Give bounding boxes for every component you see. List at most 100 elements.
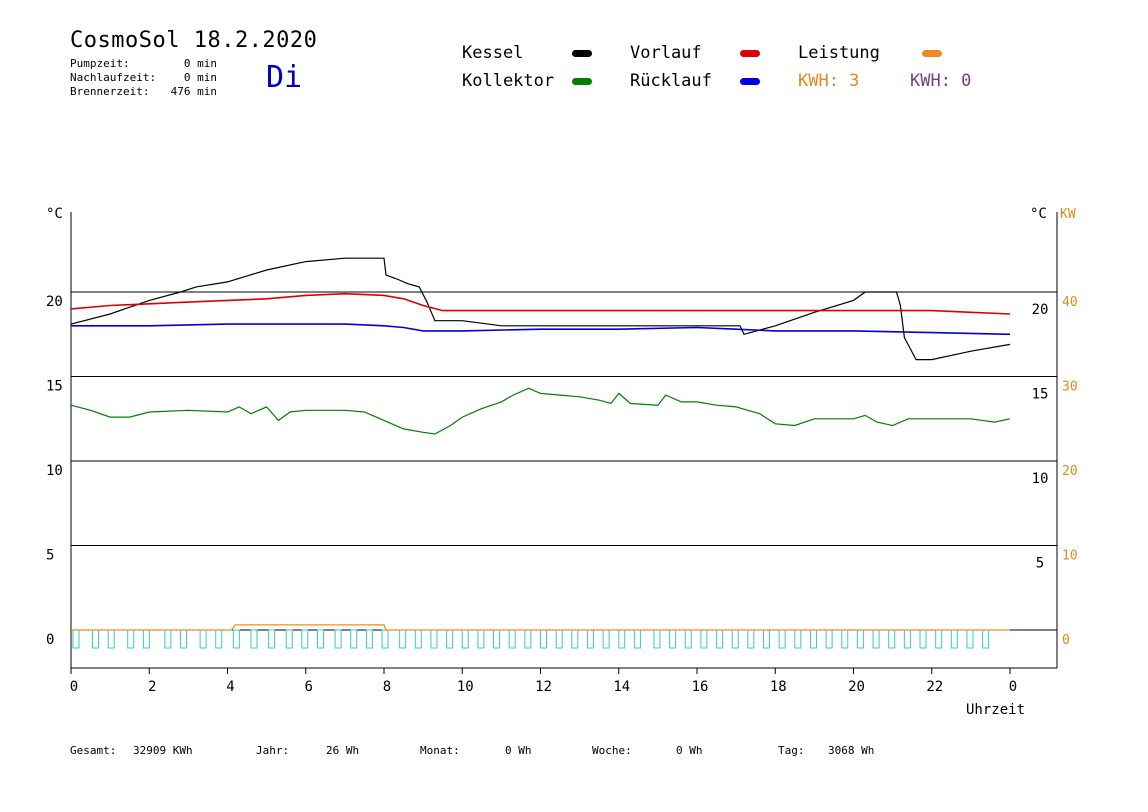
y-tick-left-20: 20 bbox=[46, 294, 63, 310]
pump-pulse-6 bbox=[180, 629, 188, 649]
pump-pulse-40 bbox=[731, 629, 739, 649]
pump-pulse-8 bbox=[215, 629, 223, 649]
footer-tag-value: 3068 Wh bbox=[828, 744, 875, 757]
pump-pulse-10 bbox=[250, 629, 258, 649]
legend-ruecklauf-label: Rücklauf bbox=[630, 71, 712, 91]
stat-nachlaufzeit-value: 0 min bbox=[183, 71, 217, 84]
x-tick-label-0: 0 bbox=[70, 679, 78, 695]
pump-pulse-38 bbox=[700, 629, 708, 649]
pump-pulse-36 bbox=[669, 629, 677, 649]
y-tick-left-5: 5 bbox=[46, 548, 54, 564]
footer-monat-label: Monat: bbox=[420, 744, 460, 757]
footer-jahr-label: Jahr: bbox=[256, 744, 290, 757]
y-tick-right-kw-10: 10 bbox=[1062, 549, 1078, 564]
stat-nachlaufzeit-label: Nachlaufzeit: bbox=[70, 71, 157, 84]
pump-pulse-18 bbox=[381, 629, 389, 649]
kwh-total-1: KWH: 3 bbox=[798, 71, 860, 91]
pump-pulse-25 bbox=[493, 629, 501, 649]
y-tick-left-10: 10 bbox=[46, 463, 63, 479]
kessel-line bbox=[70, 257, 1011, 361]
y-tick-right-kw-0: 0 bbox=[1062, 633, 1070, 648]
vorlauf-line bbox=[70, 292, 1011, 315]
pump-pulse-51 bbox=[903, 629, 911, 649]
pump-pulse-39 bbox=[716, 629, 724, 649]
pump-pulse-48 bbox=[856, 629, 864, 649]
pump-pulse-11 bbox=[268, 629, 276, 649]
y-tick-right-kw-20: 20 bbox=[1062, 464, 1078, 479]
pump-pulse-12 bbox=[285, 629, 293, 649]
pump-pulse-41 bbox=[747, 629, 755, 649]
pump-pulse-17 bbox=[365, 629, 373, 649]
pump-pulse-19 bbox=[399, 629, 407, 649]
pump-pulse-24 bbox=[477, 629, 485, 649]
legend-ruecklauf-swatch bbox=[740, 78, 760, 85]
y-tick-right-kw-40: 40 bbox=[1062, 295, 1078, 310]
pump-pulse-29 bbox=[555, 629, 563, 649]
pump-pulse-31 bbox=[586, 629, 594, 649]
x-tick-label-3: 6 bbox=[305, 679, 313, 695]
pump-pulse-53 bbox=[935, 629, 943, 649]
stat-brennerzeit-value: 476 min bbox=[170, 85, 217, 98]
pump-pulse-54 bbox=[950, 629, 958, 649]
legend-vorlauf-swatch bbox=[740, 50, 760, 57]
y-tick-left-15: 15 bbox=[46, 379, 63, 395]
x-tick-label-5: 10 bbox=[457, 679, 474, 695]
pump-pulse-44 bbox=[794, 629, 802, 649]
pump-pulse-30 bbox=[571, 629, 579, 649]
footer-gesamt-label: Gesamt: bbox=[70, 744, 117, 757]
pump-pulse-52 bbox=[919, 629, 927, 649]
x-tick-label-10: 20 bbox=[848, 679, 865, 695]
footer-woche-label: Woche: bbox=[592, 744, 632, 757]
pump-pulse-3 bbox=[127, 629, 135, 649]
x-tick-label-6: 12 bbox=[535, 679, 552, 695]
pump-pulse-13 bbox=[301, 629, 309, 649]
pump-pulse-16 bbox=[350, 629, 358, 649]
pump-pulse-15 bbox=[334, 629, 342, 649]
pump-pulse-4 bbox=[142, 629, 150, 649]
pump-pulse-28 bbox=[540, 629, 547, 649]
pump-pulse-46 bbox=[825, 629, 833, 649]
footer-tag-label: Tag: bbox=[778, 744, 805, 757]
x-tick-label-12: 0 bbox=[1009, 679, 1017, 695]
legend-kollektor-label: Kollektor bbox=[462, 71, 555, 91]
legend-vorlauf-label: Vorlauf bbox=[630, 43, 702, 63]
x-tick-label-9: 18 bbox=[770, 679, 787, 695]
pump-pulse-9 bbox=[232, 629, 240, 649]
pump-pulse-34 bbox=[633, 629, 641, 649]
legend-kessel-label: Kessel bbox=[462, 43, 524, 63]
stat-pumpzeit-value: 0 min bbox=[183, 57, 217, 70]
right-axis-unit-c: °C bbox=[1030, 206, 1047, 222]
x-tick-label-4: 8 bbox=[383, 679, 391, 695]
kollektor-line bbox=[70, 387, 1011, 435]
pump-pulse-0 bbox=[72, 629, 80, 649]
weekday-label: Di bbox=[266, 60, 303, 95]
pump-pulse-27 bbox=[524, 629, 532, 649]
left-axis-unit: °C bbox=[46, 206, 63, 222]
footer-woche-value: 0 Wh bbox=[676, 744, 703, 757]
pump-pulse-50 bbox=[888, 629, 896, 649]
pump-pulse-35 bbox=[653, 629, 661, 649]
x-tick-label-7: 14 bbox=[613, 679, 630, 695]
y-tick-right-c-5: 5 bbox=[1036, 556, 1044, 572]
footer-gesamt-value: 32909 KWh bbox=[133, 744, 193, 757]
pump-pulse-21 bbox=[430, 629, 438, 649]
stat-brennerzeit-label: Brennerzeit: bbox=[70, 85, 150, 98]
y-tick-right-c-20: 20 bbox=[1032, 302, 1049, 318]
kwh-total-2: KWH: 0 bbox=[910, 71, 972, 91]
pump-pulse-22 bbox=[446, 629, 454, 649]
y-tick-right-c-10: 10 bbox=[1032, 471, 1049, 487]
x-tick-label-1: 2 bbox=[148, 679, 156, 695]
x-tick-label-11: 22 bbox=[926, 679, 943, 695]
footer-jahr-value: 26 Wh bbox=[326, 744, 360, 757]
footer-monat-value: 0 Wh bbox=[505, 744, 532, 757]
pump-pulse-1 bbox=[92, 629, 100, 649]
pump-pulse-32 bbox=[602, 629, 610, 649]
x-tick-label-2: 4 bbox=[226, 679, 234, 695]
pump-pulse-14 bbox=[316, 629, 324, 649]
pump-pulse-26 bbox=[508, 629, 516, 649]
y-tick-right-kw-30: 30 bbox=[1062, 380, 1078, 395]
legend-leistung-label: Leistung bbox=[798, 43, 880, 63]
pump-pulse-2 bbox=[107, 629, 115, 649]
legend-leistung-swatch bbox=[922, 50, 942, 57]
